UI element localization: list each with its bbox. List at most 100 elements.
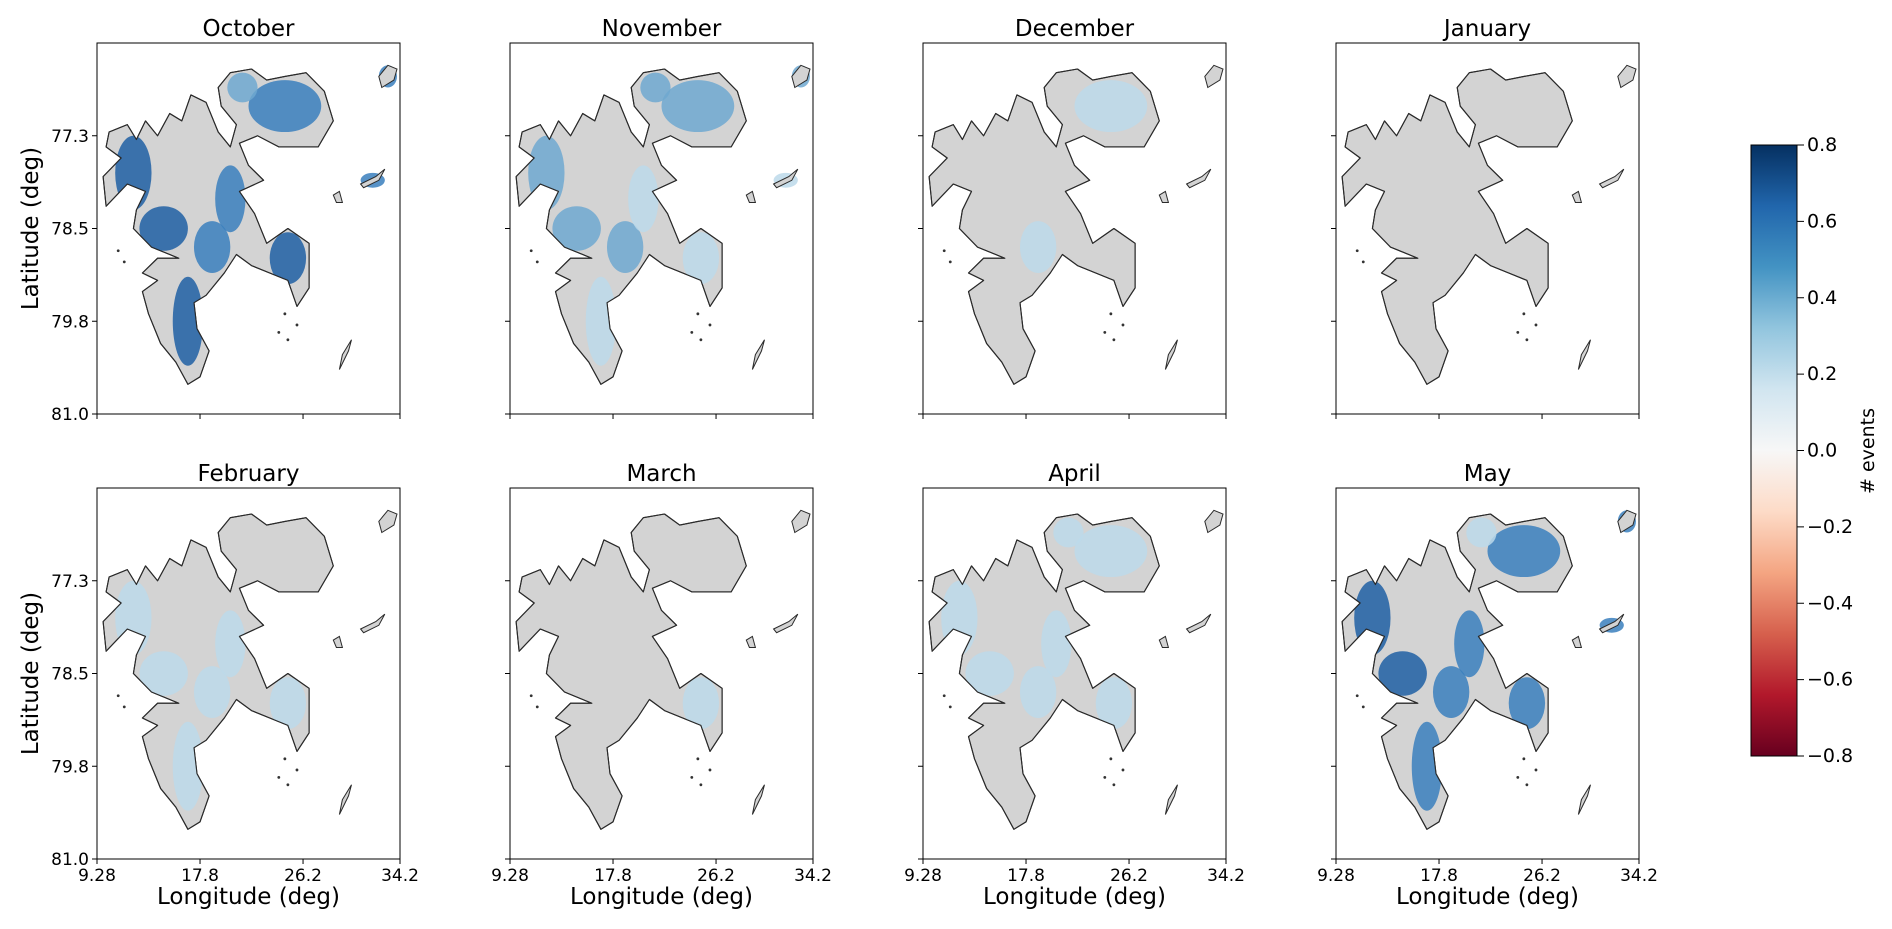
island [751, 339, 765, 370]
event-density-patch [269, 232, 307, 285]
islet [535, 705, 539, 709]
coastline [928, 68, 1160, 385]
event-density-patch [1095, 677, 1133, 730]
island [1158, 190, 1170, 203]
event-density-patch [628, 165, 659, 233]
island [745, 635, 757, 648]
x-tick-label: 26.2 [1110, 866, 1148, 886]
island [1598, 168, 1625, 189]
islet [708, 323, 712, 327]
event-density-patch [1466, 517, 1497, 548]
panel-title: November [602, 16, 722, 42]
island [791, 509, 811, 534]
event-density-patch [1074, 80, 1148, 133]
island [378, 64, 398, 89]
islet [1355, 694, 1359, 698]
coastline [1341, 513, 1573, 830]
y-tick-label: 81.0 [51, 850, 89, 870]
y-tick-label: 78.5 [51, 665, 89, 685]
event-density-patch [1041, 610, 1072, 678]
x-tick-label: 26.2 [1523, 866, 1561, 886]
islet [116, 249, 120, 253]
panel-title: February [198, 461, 300, 487]
y-axis-label: Latitude (deg) [18, 147, 44, 310]
island [332, 190, 344, 203]
x-tick-label: 9.28 [1317, 866, 1355, 886]
islet [1109, 312, 1113, 316]
event-shading [115, 580, 307, 811]
event-density-patch [1508, 677, 1546, 730]
islet [942, 249, 946, 253]
colorbar-label: # events [1857, 408, 1879, 494]
x-axis-label: Longitude (deg) [570, 884, 753, 910]
event-density-patch [661, 80, 735, 133]
map-panel-february: February 77.3 78.5 79.8 81.0 Latitude (deg) 9.… [18, 461, 419, 910]
island [359, 168, 386, 189]
x-tick-label: 34.2 [381, 866, 419, 886]
event-density-patch [1019, 221, 1057, 274]
y-tick-label: 78.5 [51, 220, 89, 240]
x-tick-label: 9.28 [904, 866, 942, 886]
island [378, 509, 398, 534]
x-tick-label: 17.8 [1007, 866, 1045, 886]
coastline [515, 513, 747, 830]
y-tick-label: 79.8 [51, 312, 89, 332]
event-shading [115, 72, 322, 366]
islet [708, 768, 712, 772]
event-density-patch [269, 677, 307, 730]
islet [283, 757, 287, 761]
map-panel-march: March 9.28 17.8 26.2 34.2 Longitude (deg) [491, 461, 832, 910]
event-density-patch [640, 72, 671, 103]
island [338, 339, 352, 370]
island [338, 784, 352, 815]
x-axis-label: Longitude (deg) [157, 884, 340, 910]
islet [295, 768, 299, 772]
island [1577, 339, 1591, 370]
islet [122, 705, 126, 709]
x-tick-label: 17.8 [181, 866, 219, 886]
coastline [1341, 68, 1573, 385]
event-density-patch [1019, 666, 1057, 719]
event-density-patch [139, 651, 188, 696]
islet [1525, 338, 1529, 342]
islet [529, 249, 533, 253]
event-density-patch [215, 610, 246, 678]
coastline [928, 513, 1160, 830]
islet [1361, 705, 1365, 709]
island [751, 784, 765, 815]
islet [283, 312, 287, 316]
event-density-patch [585, 276, 617, 366]
islet [696, 757, 700, 761]
islet [948, 705, 952, 709]
islet [696, 312, 700, 316]
island [1571, 190, 1583, 203]
x-tick-label: 34.2 [1207, 866, 1245, 886]
event-density-patch [1487, 525, 1561, 578]
islet [690, 775, 694, 779]
panel-title: January [1442, 16, 1531, 42]
map-panel-october: October 77.3 78.5 79.8 81.0 Latitude (deg) [18, 16, 401, 425]
coastline [102, 513, 334, 830]
islet [1121, 768, 1125, 772]
island [1577, 784, 1591, 815]
island [791, 64, 811, 89]
islet [699, 783, 703, 787]
event-density-patch [1053, 517, 1084, 548]
colorbar-tick-label: −0.4 [1807, 592, 1853, 614]
colorbar: 0.8 0.6 0.4 0.2 0.0 −0.2 −0.4 −0.6 −0.8 # events [1750, 134, 1879, 767]
colorbar-tick-label: 0.6 [1807, 210, 1837, 232]
colorbar-tick-label: 0.2 [1807, 363, 1837, 385]
colorbar-tick-label: −0.2 [1807, 516, 1853, 538]
islet [1361, 260, 1365, 264]
islet [699, 338, 703, 342]
y-tick-label: 81.0 [51, 405, 89, 425]
event-density-patch [139, 206, 188, 251]
map-panel-may: May 9.28 17.8 26.2 34.2 Longitude (deg) [1317, 461, 1658, 910]
island [772, 168, 799, 189]
island [1158, 635, 1170, 648]
islet [116, 694, 120, 698]
y-axis-label: Latitude (deg) [18, 592, 44, 755]
islet [1534, 768, 1538, 772]
event-density-patch [172, 276, 204, 366]
y-tick-label: 79.8 [51, 757, 89, 777]
